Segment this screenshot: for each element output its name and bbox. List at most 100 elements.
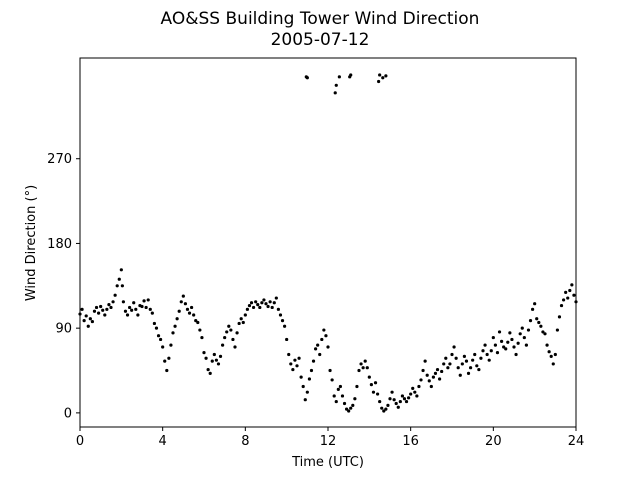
data-point: [212, 352, 216, 357]
data-point: [198, 328, 202, 332]
data-point: [469, 366, 473, 370]
data-point: [466, 371, 471, 375]
data-point: [117, 277, 121, 281]
data-point: [262, 298, 266, 302]
data-point: [94, 305, 99, 310]
data-point: [514, 352, 518, 357]
chart-title: AO&SS Building Tower Wind Direction: [161, 9, 480, 29]
data-point: [365, 366, 369, 370]
y-tick-label: 270: [47, 152, 72, 167]
data-point: [192, 313, 196, 317]
data-point: [156, 334, 161, 338]
data-point: [386, 403, 390, 407]
data-point: [258, 305, 262, 310]
data-point: [531, 307, 535, 311]
data-point: [171, 331, 175, 335]
data-point: [438, 377, 442, 381]
data-point: [535, 317, 539, 321]
data-point: [549, 354, 553, 358]
data-point: [305, 390, 309, 394]
data-point: [367, 375, 371, 379]
x-tick-label: 8: [241, 434, 249, 449]
data-point: [252, 305, 256, 310]
data-point: [136, 313, 140, 317]
data-point: [557, 315, 562, 319]
data-point: [547, 350, 551, 354]
data-point: [431, 375, 435, 379]
data-point: [291, 367, 295, 372]
data-point: [396, 405, 400, 409]
data-point: [448, 362, 452, 366]
data-point: [489, 349, 493, 353]
data-point: [280, 319, 285, 323]
data-point: [80, 307, 84, 311]
data-point: [493, 343, 497, 347]
data-point: [384, 407, 388, 411]
data-point: [249, 301, 254, 305]
data-point: [491, 335, 495, 340]
data-point: [520, 326, 524, 330]
data-point: [404, 399, 409, 404]
data-point: [510, 337, 514, 342]
data-point: [349, 406, 353, 410]
data-point: [206, 367, 210, 372]
data-point: [444, 356, 448, 360]
data-point: [495, 351, 500, 355]
data-point: [274, 296, 278, 300]
data-point: [440, 369, 444, 374]
data-point: [562, 298, 566, 302]
data-point: [84, 314, 88, 318]
data-point: [446, 366, 450, 370]
data-point: [477, 367, 481, 372]
x-axis-ticks: 0 4 8 12 16 20 24: [76, 427, 584, 449]
data-point: [272, 301, 276, 305]
data-point: [351, 403, 355, 407]
data-point: [311, 359, 316, 363]
data-point: [355, 384, 359, 389]
data-point: [227, 324, 231, 328]
data-point: [334, 83, 338, 87]
x-tick-label: 0: [76, 434, 84, 449]
data-point: [101, 308, 105, 312]
data-point: [221, 343, 225, 347]
data-point: [411, 386, 415, 391]
data-point: [82, 319, 86, 323]
data-point: [309, 368, 314, 373]
data-point: [361, 366, 365, 370]
data-point: [243, 313, 247, 317]
data-point: [152, 321, 156, 326]
data-point: [551, 362, 555, 366]
data-point: [487, 358, 491, 362]
data-point: [103, 313, 107, 317]
data-point: [105, 307, 109, 311]
data-point: [239, 317, 243, 321]
data-point: [572, 293, 576, 297]
y-axis-ticks: 0 90 180 270: [47, 152, 80, 421]
x-tick-label: 20: [485, 434, 502, 449]
data-point: [537, 320, 541, 325]
data-point: [347, 409, 351, 413]
data-point: [173, 324, 177, 328]
data-point: [419, 378, 423, 382]
data-point: [516, 341, 520, 345]
data-point: [179, 300, 183, 304]
data-point: [528, 319, 533, 323]
data-point: [342, 401, 347, 406]
chart-subtitle: 2005-07-12: [271, 30, 370, 50]
data-point: [196, 320, 200, 325]
data-point: [464, 359, 469, 363]
data-point: [378, 399, 382, 404]
data-point: [316, 343, 320, 347]
data-point: [120, 284, 124, 288]
data-point: [330, 378, 334, 382]
data-point: [92, 309, 97, 313]
data-point: [400, 394, 404, 398]
data-point: [132, 301, 136, 305]
data-point: [425, 373, 429, 377]
data-point: [357, 368, 361, 373]
data-point: [380, 406, 384, 410]
data-point: [125, 313, 130, 317]
data-point: [297, 356, 301, 360]
data-point: [119, 268, 123, 272]
